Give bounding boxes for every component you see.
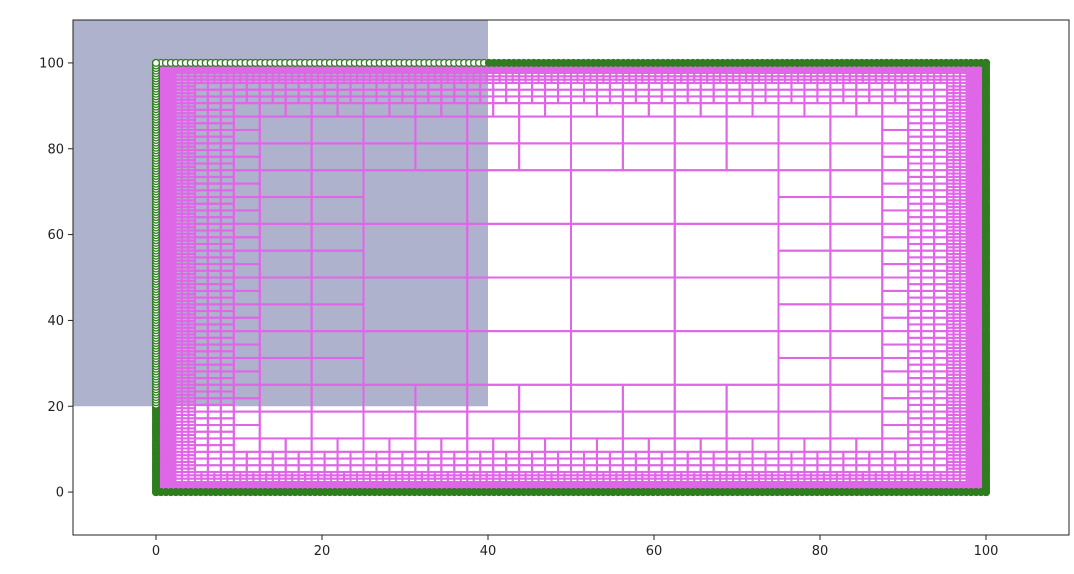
shaded-region [73, 20, 488, 407]
